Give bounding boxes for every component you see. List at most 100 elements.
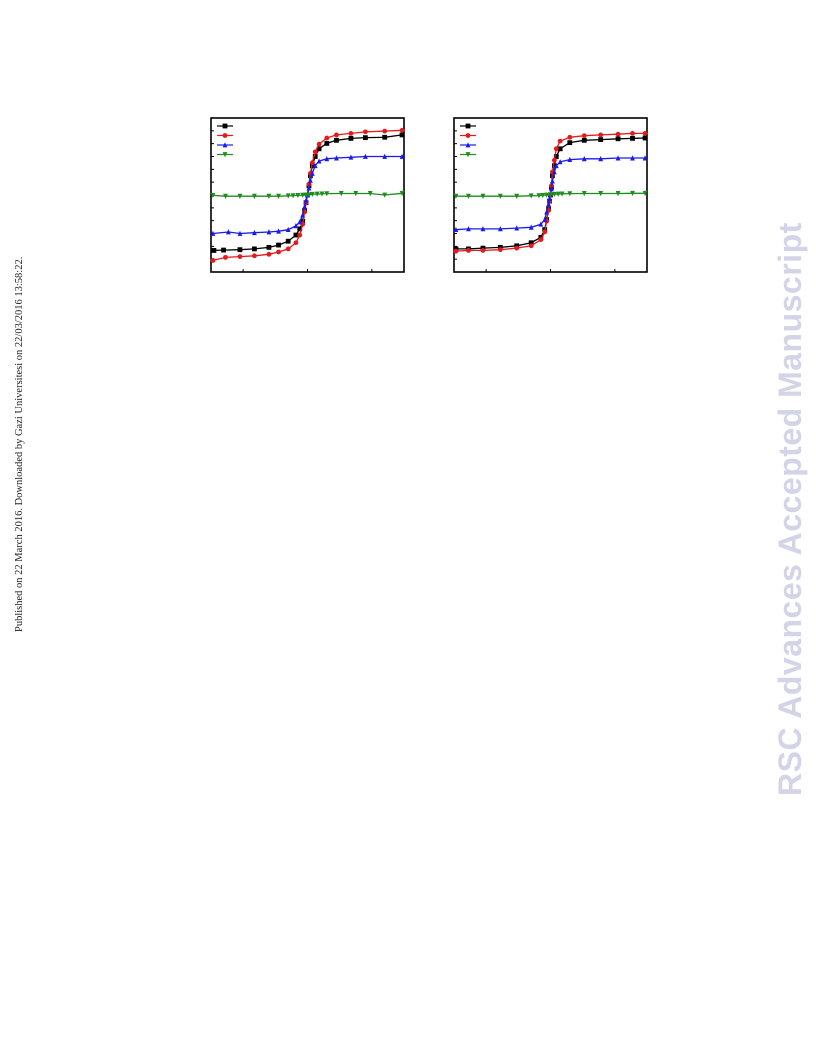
series-green-point xyxy=(276,193,281,199)
series-black-point xyxy=(266,244,272,250)
series-green-point xyxy=(555,191,561,197)
series-blue-point xyxy=(514,225,520,231)
series-red-point xyxy=(567,134,573,140)
series-green-point xyxy=(536,193,542,199)
series-black-point xyxy=(553,154,559,159)
series-blue-point xyxy=(598,156,604,162)
series-red-point xyxy=(316,141,322,147)
series-green-point xyxy=(223,193,228,199)
series-blue-point xyxy=(547,196,552,202)
series-blue-point xyxy=(382,153,388,159)
series-blue-point xyxy=(309,170,315,176)
series-red-point xyxy=(223,254,228,260)
series-red-point xyxy=(642,131,648,136)
series-black-point xyxy=(382,134,388,140)
series-green-point xyxy=(285,193,291,199)
series-black-point xyxy=(348,136,354,141)
series-red-point xyxy=(348,131,354,136)
series-black-point xyxy=(237,247,243,253)
series-green-point xyxy=(314,191,320,197)
series-green-point xyxy=(338,191,344,197)
series-red-point xyxy=(237,254,243,259)
series-green-point xyxy=(598,191,604,197)
series-blue-point xyxy=(302,203,308,209)
series-blue-point xyxy=(312,162,318,169)
series-red-point xyxy=(615,131,621,137)
series-black-point xyxy=(221,247,226,253)
series-green-point xyxy=(399,190,405,197)
series-red-point xyxy=(542,229,548,235)
series-green-point xyxy=(382,192,388,198)
series-green-point xyxy=(319,191,325,197)
series-blue-point xyxy=(306,185,312,191)
series-blue-point xyxy=(553,162,559,169)
series-blue-point xyxy=(480,226,486,232)
series-blue-point xyxy=(551,169,557,175)
series-red-point xyxy=(276,249,281,255)
series-green-point xyxy=(307,192,312,198)
series-blue-point xyxy=(348,154,354,160)
series-blue-point xyxy=(363,153,368,159)
series-black-point xyxy=(598,137,604,142)
series-red-point xyxy=(630,131,635,136)
series-blue-point xyxy=(642,155,648,161)
series-blue-point xyxy=(557,159,563,165)
series-green-point xyxy=(237,193,243,199)
series-green-point xyxy=(615,191,621,197)
series-black-point xyxy=(528,240,534,246)
series-green-point xyxy=(548,192,553,198)
series-black-point xyxy=(581,137,587,143)
series-red-point xyxy=(297,232,303,238)
series-black-point xyxy=(567,140,573,146)
series-blue-point xyxy=(225,229,231,235)
legend-marker xyxy=(465,142,471,148)
series-black-point xyxy=(630,136,635,141)
series-blue-point xyxy=(615,155,621,161)
series-blue-point xyxy=(549,186,554,192)
series-blue-point xyxy=(528,224,534,230)
series-blue-point xyxy=(453,226,459,233)
series-green-point xyxy=(497,193,503,199)
series-blue-point xyxy=(334,155,339,161)
series-blue-point xyxy=(316,158,322,164)
series-red-point xyxy=(210,258,216,263)
legend-marker xyxy=(222,133,228,138)
series-blue-point xyxy=(538,221,544,227)
series-black-point xyxy=(642,135,648,141)
series-green-point xyxy=(528,193,534,199)
series-blue-point xyxy=(285,226,291,233)
series-blue-point xyxy=(303,197,309,203)
legend-marker xyxy=(222,142,228,148)
series-green-point xyxy=(567,191,573,197)
series-green-point xyxy=(544,192,550,198)
series-green-point xyxy=(266,193,272,199)
series-green-point xyxy=(466,193,471,199)
series-red-point xyxy=(581,133,587,139)
series-black-point xyxy=(615,136,621,142)
series-black-point xyxy=(551,163,557,169)
series-blue-point xyxy=(497,226,503,232)
series-green-point xyxy=(210,192,216,199)
series-blue-point xyxy=(544,209,550,215)
series-green-point xyxy=(540,192,546,199)
series-green-point xyxy=(295,192,301,199)
legend-marker xyxy=(222,152,228,158)
series-green-point xyxy=(290,193,296,199)
series-blue-point xyxy=(324,156,330,162)
series-red-point xyxy=(266,251,272,257)
series-green-point xyxy=(324,191,330,197)
series-red-point xyxy=(334,132,339,138)
series-red-point xyxy=(453,248,459,254)
series-blue-point xyxy=(307,177,313,183)
series-red-point xyxy=(252,253,257,259)
series-red-point xyxy=(557,138,563,144)
series-blue-point xyxy=(210,230,216,236)
series-green-point xyxy=(367,191,373,197)
series-blue-point xyxy=(300,212,306,218)
series-black-point xyxy=(211,248,217,253)
series-green-point xyxy=(642,190,648,197)
legend-marker xyxy=(465,152,471,158)
series-red-point xyxy=(293,240,299,246)
